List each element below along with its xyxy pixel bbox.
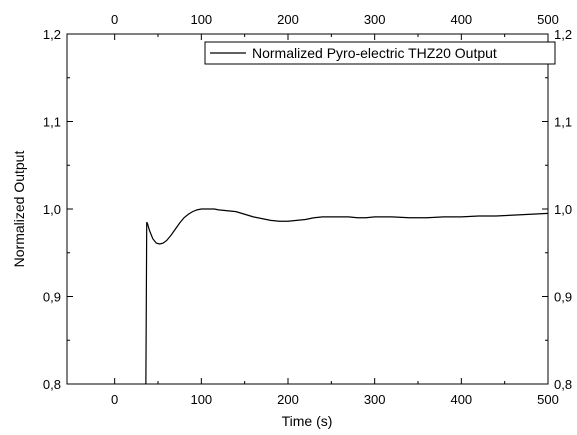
x-tick-label-top: 400 bbox=[450, 12, 472, 27]
legend: Normalized Pyro-electric THZ20 Output bbox=[204, 41, 556, 65]
x-tick-label-bottom: 300 bbox=[364, 392, 386, 407]
y-tick-label-left: 1,0 bbox=[43, 202, 61, 217]
plot-frame bbox=[66, 33, 549, 385]
x-tick-label-bottom: 100 bbox=[190, 392, 212, 407]
x-tick-label-top: 0 bbox=[111, 12, 118, 27]
y-tick-label-left: 0,9 bbox=[43, 290, 61, 305]
y-tick-label-right: 1,1 bbox=[554, 115, 572, 130]
axis-ticks bbox=[67, 33, 549, 385]
y-tick-label-left: 1,1 bbox=[43, 115, 61, 130]
x-tick-label-top: 200 bbox=[277, 12, 299, 27]
x-tick-label-bottom: 200 bbox=[277, 392, 299, 407]
y-tick-label-right: 0,8 bbox=[554, 377, 572, 392]
y-tick-label-right: 1,2 bbox=[554, 27, 572, 42]
y-tick-label-right: 1,0 bbox=[554, 202, 572, 217]
legend-box bbox=[204, 41, 556, 65]
x-tick-label-top: 500 bbox=[537, 12, 559, 27]
x-tick-label-bottom: 400 bbox=[450, 392, 472, 407]
x-axis-label: Time (s) bbox=[282, 413, 333, 429]
x-tick-label-top: 300 bbox=[364, 12, 386, 27]
y-tick-label-right: 0,9 bbox=[554, 290, 572, 305]
x-tick-label-bottom: 500 bbox=[537, 392, 559, 407]
y-tick-label-left: 1,2 bbox=[43, 27, 61, 42]
y-tick-label-left: 0,8 bbox=[43, 377, 61, 392]
x-tick-label-bottom: 0 bbox=[111, 392, 118, 407]
series-line bbox=[145, 208, 549, 385]
y-axis-label: Normalized Output bbox=[11, 151, 27, 268]
legend-label: Normalized Pyro-electric THZ20 Output bbox=[252, 45, 497, 61]
x-tick-label-top: 100 bbox=[190, 12, 212, 27]
